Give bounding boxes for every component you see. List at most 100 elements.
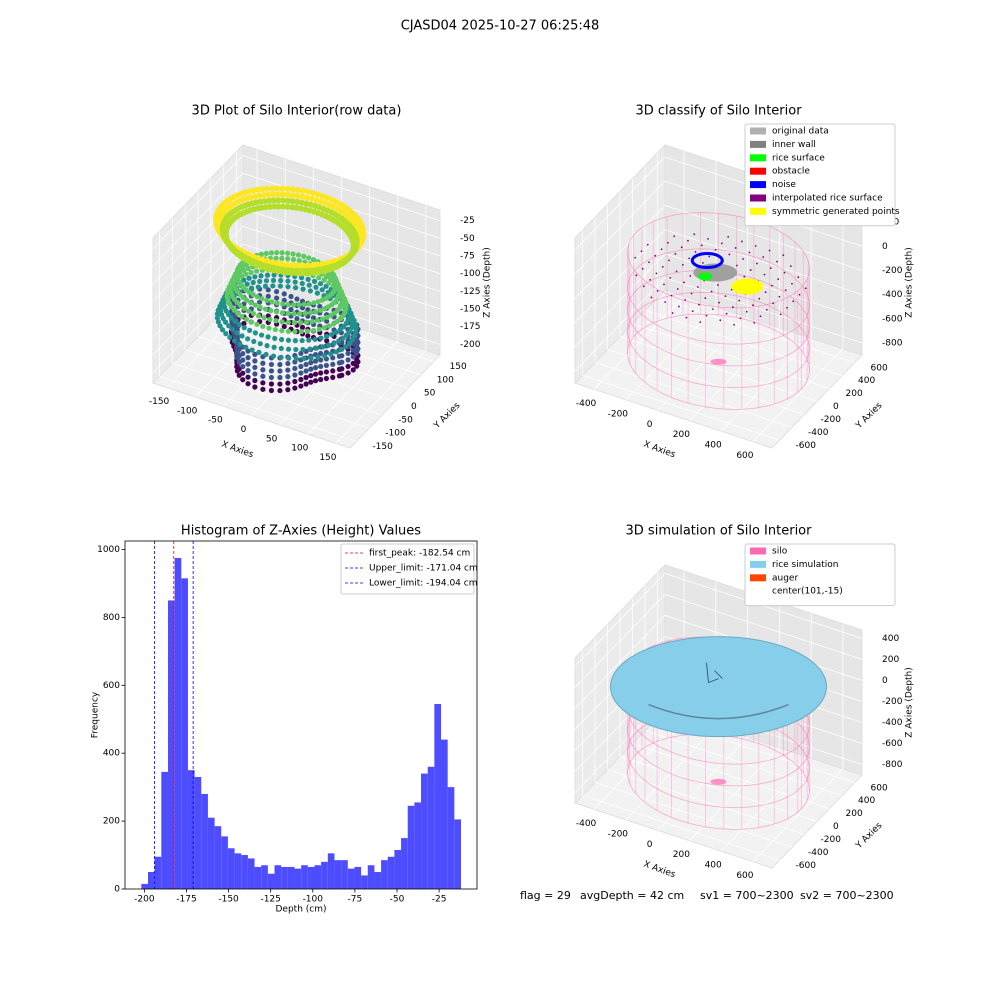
point xyxy=(336,366,343,372)
x-tick-label: 100 xyxy=(291,444,308,454)
point xyxy=(229,326,236,332)
point xyxy=(275,197,282,204)
x-tick-label: 0 xyxy=(241,425,247,435)
point xyxy=(304,188,311,195)
point xyxy=(323,362,330,369)
point xyxy=(250,291,256,298)
point xyxy=(321,353,328,359)
grid-line xyxy=(664,277,863,344)
point xyxy=(226,323,232,329)
point xyxy=(634,256,637,259)
point xyxy=(298,329,304,335)
legend-swatch xyxy=(750,127,766,135)
point xyxy=(710,290,713,293)
point xyxy=(240,370,246,376)
point xyxy=(350,367,356,373)
legend-swatch xyxy=(750,154,766,162)
y-tick-label: 400 xyxy=(858,376,875,386)
point xyxy=(256,313,262,319)
point xyxy=(313,284,319,290)
z-tick-label: -200 xyxy=(882,266,903,276)
point xyxy=(311,278,318,284)
point xyxy=(311,300,317,306)
point xyxy=(321,325,328,331)
point xyxy=(762,256,765,258)
x-tick-label: 150 xyxy=(319,453,336,463)
point xyxy=(291,320,298,326)
point xyxy=(660,248,663,251)
point xyxy=(292,338,298,344)
point xyxy=(635,274,638,277)
point xyxy=(776,260,778,263)
x-tick-label: -150 xyxy=(149,397,170,407)
point xyxy=(791,282,793,285)
point xyxy=(340,324,347,330)
point xyxy=(248,319,255,325)
y-tick-label: -400 xyxy=(808,848,829,858)
point xyxy=(334,307,341,314)
point xyxy=(259,186,266,193)
point xyxy=(273,309,280,315)
point xyxy=(685,316,688,319)
point xyxy=(236,322,243,328)
point xyxy=(262,306,269,312)
bar xyxy=(261,865,268,889)
point xyxy=(743,275,746,278)
point xyxy=(214,311,221,317)
bar xyxy=(221,836,228,889)
grid-line xyxy=(632,743,830,809)
legend-frame xyxy=(744,543,896,607)
point xyxy=(294,192,301,199)
grid-line xyxy=(657,297,855,364)
point xyxy=(296,302,302,308)
point xyxy=(350,360,356,366)
point xyxy=(353,329,359,335)
point xyxy=(250,279,256,286)
point xyxy=(266,197,273,204)
point xyxy=(313,309,319,315)
point xyxy=(323,333,330,340)
legend-label: Lower_limit: -194.04 cm xyxy=(369,579,477,589)
legend-label: original data xyxy=(772,127,829,137)
bar xyxy=(374,872,382,889)
point xyxy=(249,347,255,353)
point xyxy=(306,255,312,261)
point xyxy=(281,291,287,297)
point xyxy=(237,302,244,309)
point xyxy=(684,299,687,301)
point xyxy=(246,327,253,333)
point xyxy=(664,301,667,303)
point xyxy=(298,199,305,206)
point xyxy=(789,265,792,268)
point xyxy=(752,304,754,307)
point xyxy=(315,354,321,360)
point xyxy=(245,368,251,374)
point xyxy=(354,343,360,350)
point xyxy=(313,197,320,204)
simulation xyxy=(610,636,827,830)
point xyxy=(246,289,252,295)
point xyxy=(268,387,275,394)
point xyxy=(669,277,672,279)
point xyxy=(297,320,304,326)
y-tick-label: -100 xyxy=(385,429,406,439)
grid-line xyxy=(619,336,818,402)
point xyxy=(670,294,673,297)
point xyxy=(354,357,360,363)
point xyxy=(336,360,343,366)
point xyxy=(307,288,313,294)
legend-label: obstacle xyxy=(772,167,810,177)
point xyxy=(698,303,700,306)
point xyxy=(268,368,275,374)
point xyxy=(290,251,296,257)
point xyxy=(278,354,284,360)
point xyxy=(646,243,649,246)
y-tick-label: 0 xyxy=(411,402,417,412)
point xyxy=(266,325,272,331)
point xyxy=(285,328,291,334)
point xyxy=(640,250,643,253)
point xyxy=(245,374,251,380)
point xyxy=(279,197,286,204)
point xyxy=(246,308,252,314)
z-axis-label: Z Axies (Depth) xyxy=(483,247,493,318)
